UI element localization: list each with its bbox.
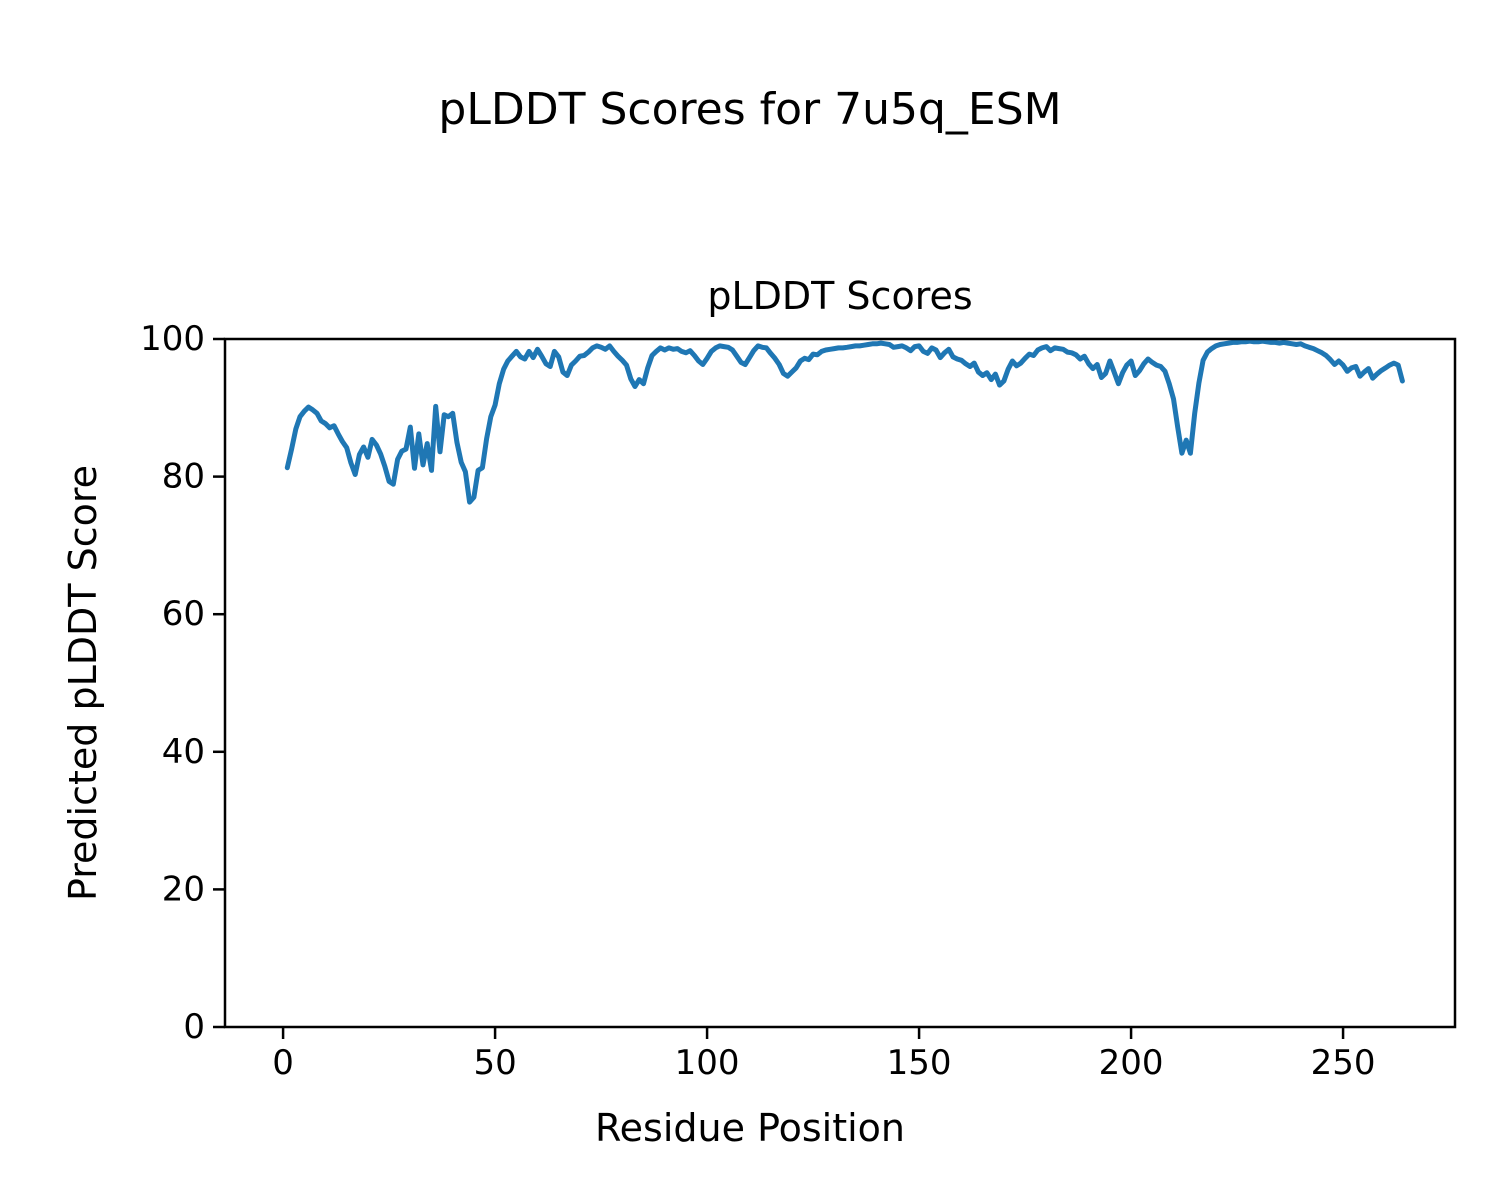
y-tick-label: 60	[162, 594, 205, 634]
axes-spines	[223, 337, 1457, 1029]
x-tick-label: 150	[887, 1043, 952, 1083]
y-axis-label: Predicted pLDDT Score	[61, 465, 105, 901]
y-tick-label: 40	[162, 732, 205, 772]
y-tick-label: 0	[183, 1007, 205, 1047]
x-tick-label: 250	[1311, 1043, 1376, 1083]
x-tick-label: 100	[675, 1043, 740, 1083]
x-tick-label: 0	[272, 1043, 294, 1083]
y-tick-label: 20	[162, 869, 205, 909]
x-axis-label: Residue Position	[594, 1106, 906, 1150]
y-tick-label: 100	[140, 319, 205, 359]
y-tick-label: 80	[162, 457, 205, 497]
figure-suptitle: pLDDT Scores for 7u5q_ESM	[438, 84, 1062, 135]
pLDDT-line	[284, 338, 1405, 505]
x-tick-label: 200	[1099, 1043, 1164, 1083]
axes-title: pLDDT Scores	[707, 274, 973, 318]
x-tick-label: 50	[473, 1043, 516, 1083]
